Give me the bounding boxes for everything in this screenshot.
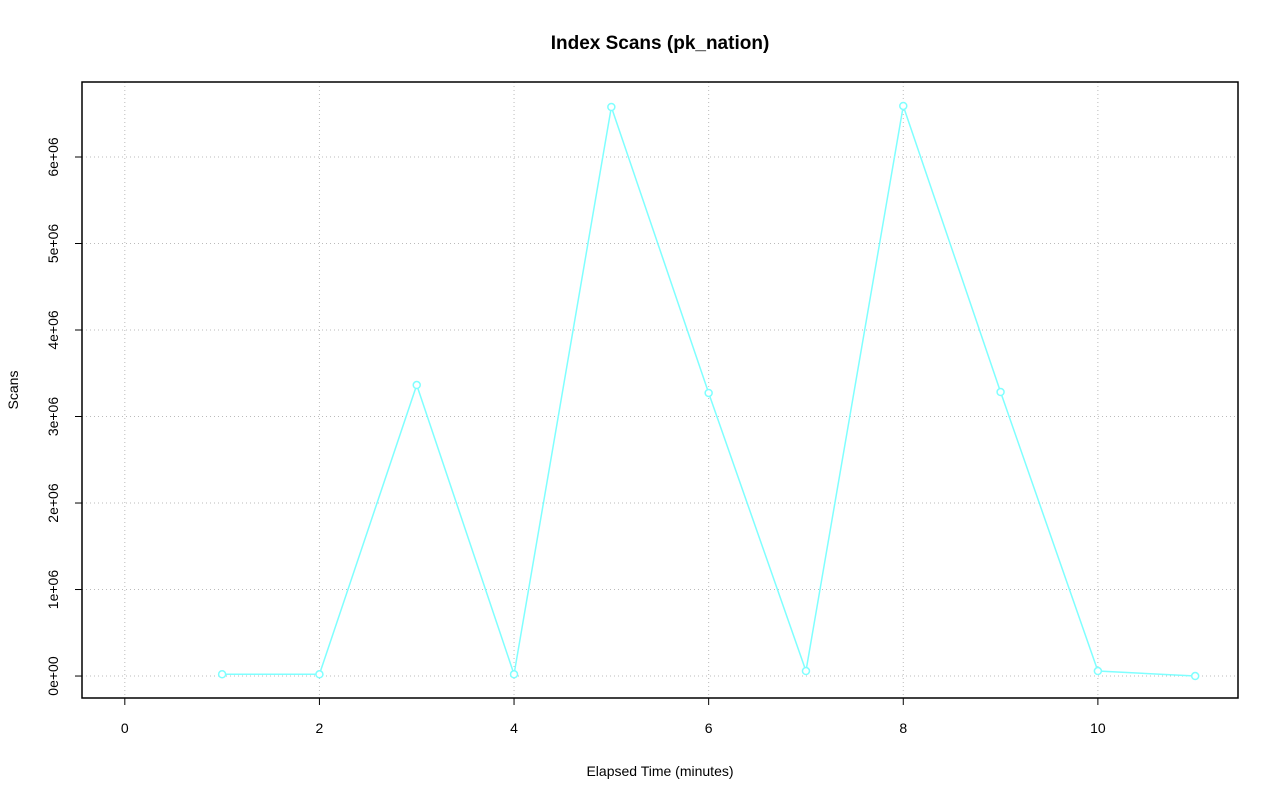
y-tick-label: 5e+06 <box>45 224 61 264</box>
data-point <box>412 380 421 390</box>
data-point <box>509 670 519 679</box>
data-point <box>1093 666 1103 676</box>
y-axis-label: Scans <box>5 371 21 410</box>
data-point <box>704 388 713 398</box>
y-tick-label: 4e+06 <box>45 310 61 350</box>
data-point <box>315 670 324 679</box>
x-tick-label: 0 <box>121 720 129 736</box>
data-point <box>899 101 908 111</box>
x-axis-label: Elapsed Time (minutes) <box>586 763 733 779</box>
plot-frame <box>81 81 1239 699</box>
x-tick-label: 4 <box>510 720 518 736</box>
y-tick-label: 6e+06 <box>45 137 61 177</box>
x-tick-label: 2 <box>316 720 324 736</box>
data-point <box>996 387 1005 397</box>
y-tick-label: 1e+06 <box>45 570 61 610</box>
y-tick-label: 2e+06 <box>45 483 61 523</box>
x-tick-label: 10 <box>1090 720 1106 736</box>
x-tick-label: 6 <box>705 720 713 736</box>
data-point <box>217 670 227 679</box>
y-tick-label: 0e+00 <box>45 656 61 696</box>
x-tick-label: 8 <box>899 720 907 736</box>
chart-title: Index Scans (pk_nation) <box>551 33 770 54</box>
data-point <box>607 102 616 112</box>
data-point <box>801 666 811 676</box>
y-tick-label: 3e+06 <box>45 397 61 437</box>
data-point <box>1190 671 1200 681</box>
